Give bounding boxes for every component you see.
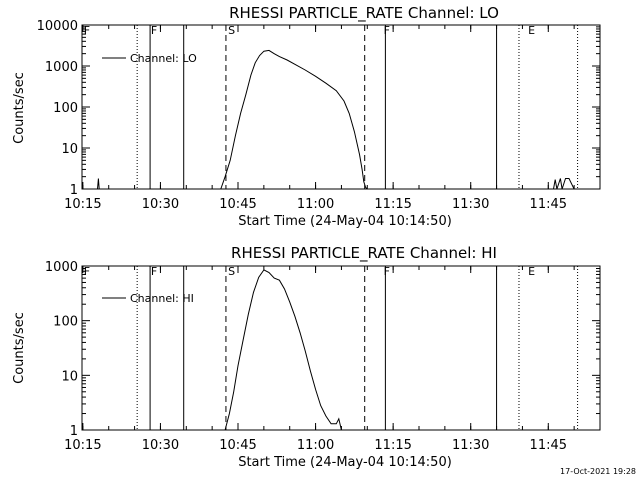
footer-timestamp: 17-Oct-2021 19:28 xyxy=(560,467,636,476)
panel-hi-y-tick-label: 1000 xyxy=(45,260,78,275)
panel-lo-x-tick-label: 10:45 xyxy=(219,197,256,212)
panel-lo-x-tick-label: 11:45 xyxy=(530,197,567,212)
panel-hi-y-axis: 1 10 100 1000 xyxy=(45,260,600,439)
panel-hi-y-axis-title: Counts/sec xyxy=(12,312,27,384)
panel-lo-y-tick-label: 1 xyxy=(70,183,78,198)
panel-lo: RHESSI PARTICLE_RATE Channel: LO F F S F E 1… xyxy=(12,4,601,229)
panel-hi-x-axis: 10:15 10:30 10:45 11:00 11:15 11:30 11:45 xyxy=(64,266,601,453)
panel-lo-y-tick-label: 100 xyxy=(53,101,78,116)
panel-lo-x-tick-label: 11:00 xyxy=(297,197,334,212)
panel-hi-x-axis-title: Start Time (24-May-04 10:14:50) xyxy=(238,455,452,470)
panel-hi-y-tick-label: 1 xyxy=(70,424,78,439)
panel-lo-marker-2: S xyxy=(228,24,235,37)
panel-lo-x-tick-label: 10:30 xyxy=(142,197,179,212)
panel-lo-title: RHESSI PARTICLE_RATE Channel: LO xyxy=(229,4,499,23)
panel-lo-marker-4: E xyxy=(528,24,535,37)
panel-lo-y-axis: 1 10 100 1000 10000 xyxy=(37,19,600,198)
panel-hi-x-tick-label: 11:00 xyxy=(297,438,334,453)
panel-hi-x-tick-label: 10:30 xyxy=(142,438,179,453)
panel-lo-x-axis: 10:15 10:30 10:45 11:00 11:15 11:30 11:45 xyxy=(64,25,601,212)
panel-hi-y-tick-label: 10 xyxy=(61,369,78,384)
panel-lo-legend: Channel: LO xyxy=(102,52,197,65)
panel-lo-x-axis-title: Start Time (24-May-04 10:14:50) xyxy=(238,214,452,229)
panel-hi-event-lines xyxy=(136,266,579,430)
panel-hi-marker-4: E xyxy=(528,265,535,278)
panel-hi-marker-2: S xyxy=(228,265,235,278)
panel-hi-x-tick-label: 11:30 xyxy=(452,438,489,453)
panel-lo-series-line xyxy=(97,49,575,190)
panel-hi-legend: Channel: HI xyxy=(102,292,194,305)
panel-lo-event-lines xyxy=(136,25,579,189)
panel-lo-y-axis-title: Counts/sec xyxy=(12,72,27,144)
panel-hi-series-line xyxy=(224,269,342,431)
panel-lo-x-tick-label: 11:30 xyxy=(452,197,489,212)
panel-hi-x-tick-label: 10:15 xyxy=(64,438,101,453)
panel-lo-marker-3: F xyxy=(384,24,390,37)
panel-lo-y-tick-label: 10000 xyxy=(37,19,78,34)
panel-hi-x-tick-label: 10:45 xyxy=(219,438,256,453)
panel-hi-y-tick-label: 100 xyxy=(53,315,78,330)
panel-lo-y-tick-label: 10 xyxy=(61,142,78,157)
panel-hi-marker-0: F xyxy=(84,265,90,278)
panel-hi-x-tick-label: 11:45 xyxy=(530,438,567,453)
panel-lo-plot-frame xyxy=(81,24,601,190)
panel-lo-y-tick-label: 1000 xyxy=(45,60,78,75)
panel-hi-plot-frame xyxy=(81,265,601,431)
panel-lo-legend-label: Channel: LO xyxy=(130,52,197,65)
panel-hi-title: RHESSI PARTICLE_RATE Channel: HI xyxy=(231,244,497,263)
panel-hi-marker-3: F xyxy=(384,265,390,278)
panel-hi: RHESSI PARTICLE_RATE Channel: HI F F S F E 1… xyxy=(12,244,601,470)
panel-hi-x-tick-label: 11:15 xyxy=(374,438,411,453)
panel-lo-marker-0: F xyxy=(84,24,90,37)
panel-lo-x-tick-label: 11:15 xyxy=(374,197,411,212)
panel-hi-legend-label: Channel: HI xyxy=(130,292,194,305)
panel-lo-x-tick-label: 10:15 xyxy=(64,197,101,212)
panel-lo-marker-1: F xyxy=(151,24,157,37)
panel-hi-marker-1: F xyxy=(151,265,157,278)
